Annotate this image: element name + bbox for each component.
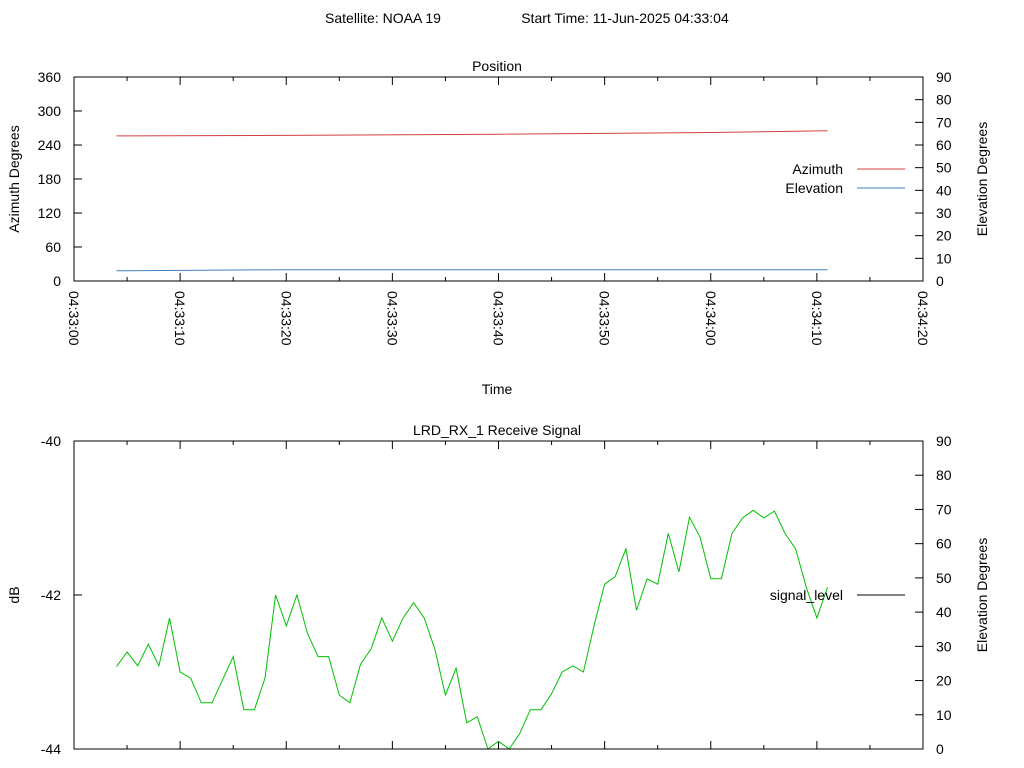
signal-series-lines bbox=[116, 509, 828, 750]
signal-y-tick-label: -40 bbox=[41, 433, 61, 449]
position-y-axis-label: Azimuth Degrees bbox=[6, 125, 22, 232]
signal-y-tick-label: -42 bbox=[41, 587, 61, 603]
position-y2-tick-label: 40 bbox=[936, 182, 952, 198]
signal-y2-tick-label: 20 bbox=[936, 673, 952, 689]
position-y-tick-label: 360 bbox=[38, 69, 62, 85]
position-y2-axis-label: Elevation Degrees bbox=[974, 122, 990, 236]
position-plot-frame bbox=[73, 76, 924, 282]
signal-y-axis-label: dB bbox=[6, 586, 22, 603]
position-x-tick-label: 04:33:40 bbox=[491, 291, 507, 346]
position-series-azimuth bbox=[116, 130, 828, 137]
signal-legend-label: signal_level bbox=[770, 587, 843, 603]
position-y-tick-label: 180 bbox=[38, 171, 62, 187]
position-y2-tick-label: 90 bbox=[936, 69, 952, 85]
position-y2-tick-label: 50 bbox=[936, 160, 952, 176]
position-chart-title: Position bbox=[472, 58, 522, 74]
signal-chart: LRD_RX_1 Receive Signal dB Elevation Deg… bbox=[6, 422, 990, 757]
position-legend-label: Azimuth bbox=[792, 161, 843, 177]
position-y2-tick-label: 20 bbox=[936, 228, 952, 244]
signal-chart-title: LRD_RX_1 Receive Signal bbox=[413, 422, 581, 438]
position-y-tick-label: 60 bbox=[45, 239, 61, 255]
signal-y2-tick-label: 70 bbox=[936, 501, 952, 517]
signal-y2-tick-label: 60 bbox=[936, 536, 952, 552]
signal-y2-tick-label: 40 bbox=[936, 604, 952, 620]
signal-y2-axis-label: Elevation Degrees bbox=[974, 538, 990, 652]
position-x-tick-label: 04:33:20 bbox=[278, 291, 294, 346]
position-y-tick-label: 300 bbox=[38, 103, 62, 119]
position-x-tick-label: 04:34:10 bbox=[809, 291, 825, 346]
signal-series-signal_level bbox=[116, 509, 828, 750]
position-y-tick-label: 240 bbox=[38, 137, 62, 153]
signal-y2-tick-label: 50 bbox=[936, 570, 952, 586]
position-y2-tick-label: 80 bbox=[936, 92, 952, 108]
position-axis-ticks: 0 60 120 180 240 300 360 0 10 20 30 40 50 60 70 80 90 04:… bbox=[38, 69, 952, 346]
signal-y2-tick-label: 90 bbox=[936, 433, 952, 449]
position-x-tick-label: 04:33:00 bbox=[66, 291, 82, 346]
signal-y2-tick-label: 10 bbox=[936, 707, 952, 723]
position-x-tick-label: 04:33:10 bbox=[172, 291, 188, 346]
signal-y2-tick-label: 80 bbox=[936, 467, 952, 483]
position-y2-tick-label: 30 bbox=[936, 205, 952, 221]
position-x-tick-label: 04:33:50 bbox=[597, 291, 613, 346]
position-legend: Azimuth Elevation bbox=[785, 161, 905, 196]
position-y-tick-label: 120 bbox=[38, 205, 62, 221]
satellite-label: Satellite: NOAA 19 bbox=[325, 10, 441, 26]
position-x-tick-label: 04:34:00 bbox=[703, 291, 719, 346]
position-y-tick-label: 0 bbox=[53, 273, 61, 289]
start-time-label: Start Time: 11-Jun-2025 04:33:04 bbox=[521, 10, 729, 26]
position-chart: Position Time Azimuth Degrees Elevation … bbox=[6, 58, 990, 397]
position-series-elevation bbox=[116, 269, 828, 272]
signal-y2-tick-label: 30 bbox=[936, 638, 952, 654]
position-x-axis-label: Time bbox=[482, 381, 513, 397]
signal-plot-frame bbox=[73, 440, 924, 750]
position-legend-label: Elevation bbox=[785, 180, 843, 196]
position-y2-tick-label: 0 bbox=[936, 273, 944, 289]
position-x-tick-label: 04:34:20 bbox=[915, 291, 931, 346]
position-x-tick-label: 04:33:30 bbox=[384, 291, 400, 346]
position-y2-tick-label: 10 bbox=[936, 250, 952, 266]
position-y2-tick-label: 70 bbox=[936, 114, 952, 130]
signal-y-tick-label: -44 bbox=[41, 741, 61, 757]
position-y2-tick-label: 60 bbox=[936, 137, 952, 153]
signal-y2-tick-label: 0 bbox=[936, 741, 944, 757]
signal-legend: signal_level bbox=[770, 587, 905, 603]
position-series-lines bbox=[116, 130, 828, 272]
